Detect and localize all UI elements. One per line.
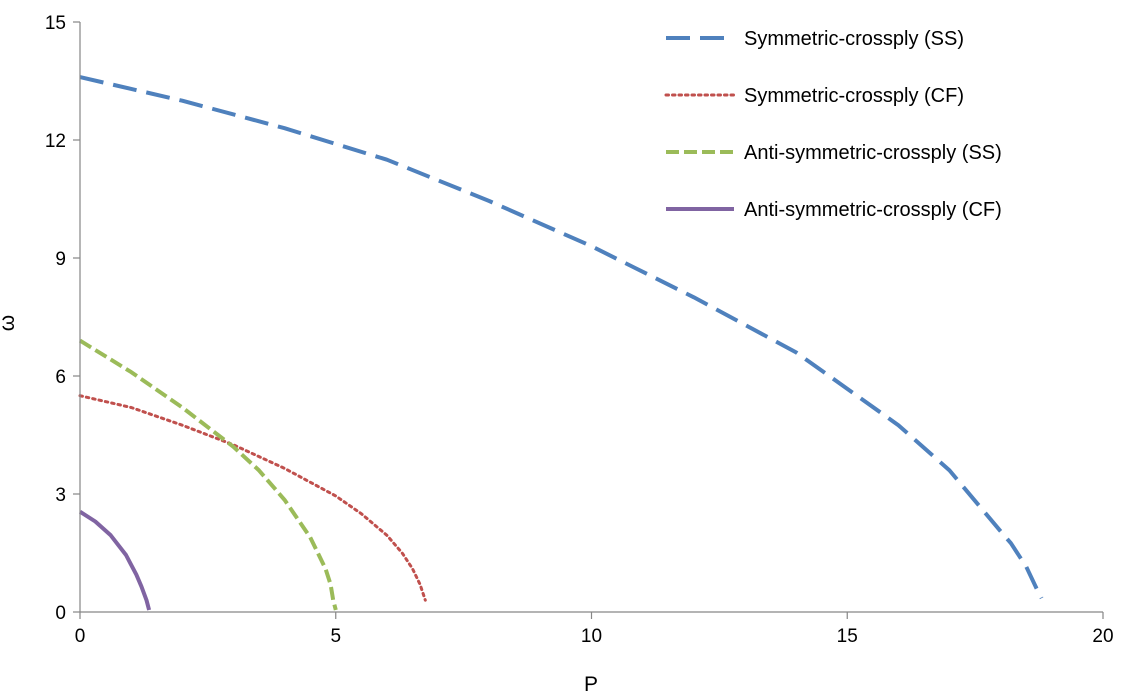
x-tick-label: 15	[837, 626, 858, 647]
x-tick-label: 10	[581, 626, 602, 647]
y-tick-label: 12	[45, 131, 66, 152]
legend-label-3: Anti-symmetric-crossply (SS)	[744, 142, 1002, 164]
x-tick-label: 0	[75, 626, 86, 647]
x-tick-label: 20	[1092, 626, 1113, 647]
y-axis: 0 3 6 9 12 15	[45, 13, 81, 624]
y-tick-label: 6	[55, 367, 66, 388]
series-line-1	[79, 75, 1044, 600]
x-axis-title: P	[584, 673, 598, 696]
legend: Symmetric-crossply (SS) Symmetric-crosspl…	[664, 28, 1002, 221]
legend-label-1: Symmetric-crossply (SS)	[744, 28, 964, 50]
series-line-3	[78, 338, 338, 611]
y-axis-title: ω	[0, 315, 19, 331]
legend-label-2: Symmetric-crossply (CF)	[744, 85, 964, 107]
y-tick-label: 15	[45, 13, 66, 34]
y-tick-label: 0	[55, 603, 66, 624]
series-line-4	[78, 510, 152, 611]
plot-lines	[78, 75, 1044, 611]
y-tick-label: 3	[55, 485, 66, 506]
x-axis: 0 5 10 15 20	[75, 611, 1114, 647]
series-line-2	[78, 394, 427, 602]
legend-label-4: Anti-symmetric-crossply (CF)	[744, 199, 1002, 221]
y-tick-label: 9	[55, 249, 66, 270]
x-tick-label: 5	[330, 626, 341, 647]
